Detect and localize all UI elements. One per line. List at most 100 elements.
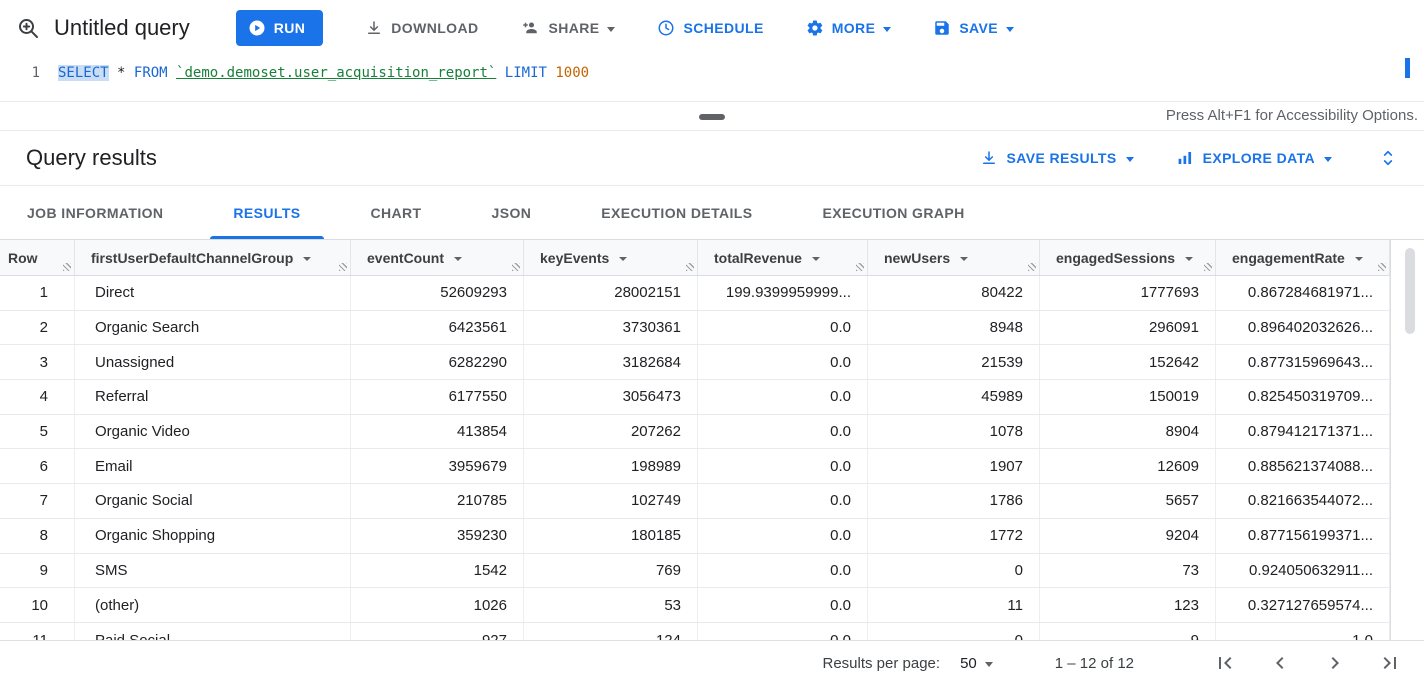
- column-resize-grip[interactable]: [512, 263, 520, 271]
- last-page-button[interactable]: [1378, 651, 1402, 675]
- table-scrollbar[interactable]: [1390, 240, 1424, 640]
- data-cell: 0.877156199371...: [1216, 518, 1390, 553]
- save-results-button[interactable]: SAVE RESULTS: [980, 149, 1134, 167]
- column-header-totalRevenue[interactable]: totalRevenue: [698, 240, 868, 275]
- column-resize-grip[interactable]: [1028, 263, 1036, 271]
- sql-keyword-limit: LIMIT: [504, 65, 547, 81]
- column-menu-caret-icon[interactable]: [811, 256, 820, 261]
- table-row: 9 SMS 1542 769 0.0 0 73 0.924050632911...: [0, 553, 1390, 589]
- editor-scrollbar-thumb[interactable]: [1405, 58, 1410, 78]
- column-header-newUsers[interactable]: newUsers: [868, 240, 1040, 275]
- column-resize-grip[interactable]: [339, 263, 347, 271]
- gear-icon: [806, 19, 824, 37]
- sql-editor[interactable]: 1 SELECT * FROM `demo.demoset.user_acqui…: [0, 56, 1424, 101]
- column-menu-caret-icon[interactable]: [454, 256, 462, 261]
- expand-results-button[interactable]: [1378, 148, 1398, 168]
- table-row: 3 Unassigned 6282290 3182684 0.0 21539 152642 0…: [0, 345, 1390, 381]
- data-cell: 9: [1040, 622, 1216, 640]
- prev-page-button[interactable]: [1268, 651, 1292, 675]
- next-page-button[interactable]: [1323, 651, 1347, 675]
- more-button[interactable]: MORE: [794, 10, 904, 46]
- data-cell: 3730361: [524, 310, 698, 345]
- column-menu-caret-icon[interactable]: [1185, 256, 1194, 261]
- data-cell: 359230: [351, 518, 524, 553]
- data-cell: (other): [75, 588, 351, 622]
- data-cell: 769: [524, 553, 698, 588]
- data-cell: 0: [868, 553, 1040, 588]
- row-number-cell: 3: [0, 345, 75, 380]
- data-cell: 210785: [351, 484, 524, 518]
- column-resize-grip[interactable]: [1378, 263, 1386, 271]
- data-cell: 0.0: [698, 414, 868, 449]
- table-scrollbar-thumb[interactable]: [1405, 248, 1415, 334]
- schedule-button[interactable]: SCHEDULE: [645, 10, 775, 46]
- data-cell: 1078: [868, 414, 1040, 449]
- column-resize-grip[interactable]: [856, 263, 864, 271]
- save-icon: [933, 19, 951, 37]
- tab-json[interactable]: JSON: [491, 204, 532, 221]
- panel-splitter: Press Alt+F1 for Accessibility Options.: [0, 101, 1424, 131]
- column-header-eventCount[interactable]: eventCount: [351, 240, 524, 275]
- first-page-button[interactable]: [1213, 651, 1237, 675]
- column-menu-caret-icon[interactable]: [303, 256, 312, 261]
- explore-data-button[interactable]: EXPLORE DATA: [1176, 149, 1332, 167]
- tab-execution-details[interactable]: EXECUTION DETAILS: [601, 204, 753, 221]
- data-cell: 927: [351, 622, 524, 640]
- data-cell: 0.0: [698, 345, 868, 380]
- column-resize-grip[interactable]: [1204, 263, 1212, 271]
- column-header-keyEvents[interactable]: keyEvents: [524, 240, 698, 275]
- row-number-cell: 4: [0, 380, 75, 414]
- download-button[interactable]: DOWNLOAD: [353, 10, 490, 46]
- tab-results[interactable]: RESULTS: [198, 186, 335, 239]
- column-header-firstUserDefaultChannelGroup[interactable]: firstUserDefaultChannelGroup: [75, 240, 351, 275]
- column-header-engagedSessions[interactable]: engagedSessions: [1040, 240, 1216, 275]
- data-cell: 0.0: [698, 310, 868, 345]
- page-range: 1 – 12 of 12: [1054, 654, 1134, 672]
- table-row: 6 Email 3959679 198989 0.0 1907 12609 0.8856213…: [0, 449, 1390, 485]
- column-header-engagementRate[interactable]: engagementRate: [1216, 240, 1390, 275]
- data-cell: 0.867284681971...: [1216, 276, 1390, 310]
- column-menu-caret-icon[interactable]: [960, 256, 969, 261]
- column-label: engagedSessions: [1056, 249, 1176, 266]
- sql-table-reference-link[interactable]: `demo.demoset.user_acquisition_report`: [176, 65, 497, 81]
- column-header-Row[interactable]: Row: [0, 240, 75, 275]
- tab-job-information[interactable]: JOB INFORMATION: [27, 204, 164, 221]
- data-cell: 0.924050632911...: [1216, 553, 1390, 588]
- tab-chart[interactable]: CHART: [370, 204, 422, 221]
- data-cell: 45989: [868, 380, 1040, 414]
- tab-execution-graph[interactable]: EXECUTION GRAPH: [822, 204, 965, 221]
- data-cell: 6423561: [351, 310, 524, 345]
- share-button[interactable]: SHARE: [508, 10, 627, 46]
- data-cell: 5657: [1040, 484, 1216, 518]
- column-resize-grip[interactable]: [63, 263, 71, 271]
- data-cell: 6282290: [351, 345, 524, 380]
- save-button[interactable]: SAVE: [921, 10, 1026, 46]
- run-button[interactable]: RUN: [235, 10, 324, 46]
- row-number-cell: 8: [0, 518, 75, 553]
- splitter-drag-handle[interactable]: [699, 114, 725, 120]
- schedule-label: SCHEDULE: [683, 20, 764, 36]
- results-tabs: JOB INFORMATION RESULTS CHART JSON EXECUTION…: [0, 186, 1424, 240]
- data-cell: Organic Social: [75, 484, 351, 518]
- column-label: firstUserDefaultChannelGroup: [91, 249, 294, 266]
- chevron-down-icon: [984, 661, 993, 667]
- column-menu-caret-icon[interactable]: [1354, 256, 1363, 261]
- data-cell: Organic Video: [75, 414, 351, 449]
- explore-data-label: EXPLORE DATA: [1202, 150, 1315, 166]
- data-cell: 0.0: [698, 518, 868, 553]
- chevron-down-icon: [607, 26, 616, 32]
- sql-keyword-from: FROM: [133, 65, 168, 81]
- column-resize-grip[interactable]: [686, 263, 694, 271]
- unfold-vertical-icon: [1378, 148, 1398, 168]
- query-results-header: Query results SAVE RESULTS EXPLORE DATA: [0, 131, 1424, 186]
- line-number: 1: [31, 65, 40, 81]
- column-label: engagementRate: [1232, 249, 1345, 266]
- column-menu-caret-icon[interactable]: [619, 256, 628, 261]
- data-cell: 53: [524, 588, 698, 622]
- data-cell: 3182684: [524, 345, 698, 380]
- data-cell: 413854: [351, 414, 524, 449]
- sql-keyword-select: SELECT: [58, 65, 109, 81]
- data-cell: 102749: [524, 484, 698, 518]
- page-size-select[interactable]: 50: [960, 655, 993, 672]
